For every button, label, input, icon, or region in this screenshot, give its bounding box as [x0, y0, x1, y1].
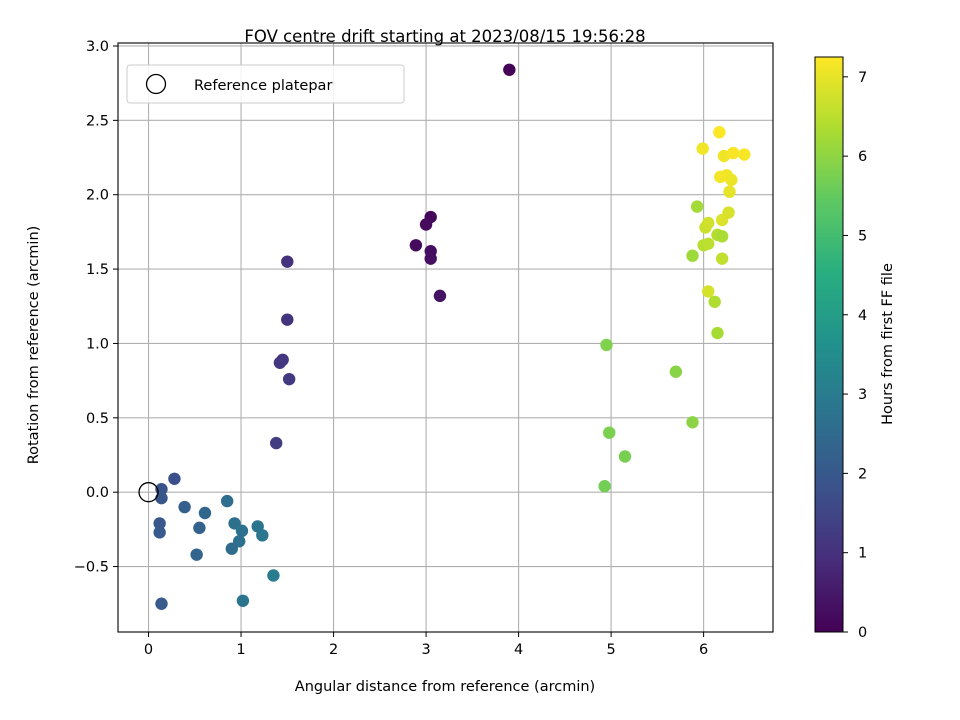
legend: Reference platepar	[126, 64, 405, 104]
colorbar-tick-label: 7	[858, 70, 867, 86]
x-tick-label: 2	[329, 642, 338, 658]
x-axis-label: Angular distance from reference (arcmin)	[295, 679, 595, 695]
colorbar-gradient	[814, 56, 844, 633]
colorbar-tick-label: 1	[858, 546, 867, 562]
gridlines	[118, 43, 773, 632]
y-axis-label: Rotation from reference (arcmin)	[26, 226, 42, 465]
data-point	[686, 249, 699, 262]
data-point	[419, 218, 433, 231]
x-tick-label: 3	[421, 642, 430, 658]
data-point	[424, 252, 437, 265]
data-point	[715, 230, 729, 243]
data-point	[155, 491, 168, 505]
y-tick-label: 2.0	[86, 188, 109, 204]
data-point	[153, 526, 166, 539]
data-point	[722, 206, 735, 219]
legend-label: Reference platepar	[194, 78, 332, 94]
data-point	[713, 126, 726, 139]
data-point	[702, 237, 715, 250]
data-point	[235, 524, 249, 538]
data-point	[198, 506, 212, 520]
data-point	[708, 295, 721, 309]
y-tick-label: 3.0	[86, 39, 109, 55]
x-tick-label: 5	[606, 642, 615, 658]
colorbar-tick-label: 4	[858, 308, 867, 324]
colorbar-tick-label: 5	[858, 228, 867, 244]
reference-platepar-point	[138, 482, 159, 503]
data-point	[168, 472, 181, 486]
data-point	[409, 239, 423, 252]
data-point	[433, 289, 447, 303]
data-point	[714, 170, 727, 184]
data-point	[727, 146, 740, 160]
x-tick-label: 1	[236, 642, 245, 658]
x-tick-label: 4	[514, 642, 523, 658]
data-point	[603, 426, 616, 439]
legend-box	[126, 64, 405, 104]
colorbar-tick-label: 3	[858, 387, 867, 403]
plot-frame	[117, 42, 774, 633]
y-tick-label: 0.5	[86, 411, 109, 427]
data-point	[256, 529, 269, 542]
data-point	[669, 365, 683, 378]
data-point	[190, 548, 203, 561]
colorbar-tick-label: 2	[858, 466, 867, 482]
data-point	[600, 338, 613, 352]
data-point	[686, 416, 699, 429]
colorbar-ticks: 0 1 2 3 4 5 6 7	[843, 70, 867, 641]
data-point	[702, 216, 715, 230]
data-point	[269, 436, 283, 450]
colorbar-label: Hours from first FF file	[880, 263, 896, 425]
data-point	[618, 450, 632, 463]
data-point	[236, 594, 250, 607]
legend-marker-icon	[145, 73, 167, 95]
data-point	[715, 252, 729, 265]
x-axis-ticks: 0 1 2 3 4 5 6	[144, 632, 708, 658]
y-tick-label: 1.5	[86, 262, 109, 278]
data-point	[281, 255, 294, 268]
data-point	[711, 326, 724, 340]
data-point	[738, 148, 751, 161]
data-point	[696, 142, 709, 155]
data-point	[178, 500, 191, 514]
data-point	[193, 521, 206, 535]
data-point	[281, 313, 294, 326]
colorbar-tick-label: 0	[858, 625, 867, 641]
y-tick-label: 1.0	[86, 336, 109, 352]
chart-title: FOV centre drift starting at 2023/08/15 …	[244, 27, 645, 46]
data-point	[153, 517, 166, 530]
y-tick-label: 2.5	[86, 113, 109, 129]
colorbar-tick-label: 6	[858, 149, 867, 165]
reference-marker	[138, 482, 159, 503]
data-point	[723, 185, 736, 198]
data-point	[690, 200, 704, 213]
data-point	[155, 597, 168, 610]
data-point	[702, 285, 715, 298]
data-point	[598, 480, 611, 493]
colorbar: 0 1 2 3 4 5 6 7 Hours from first FF file	[814, 56, 896, 641]
x-tick-label: 6	[699, 642, 708, 658]
data-point	[220, 494, 234, 508]
data-points	[153, 63, 751, 610]
y-tick-label: 0.0	[86, 485, 109, 501]
data-point	[273, 356, 287, 369]
data-point	[267, 569, 280, 582]
data-point	[503, 63, 516, 76]
x-tick-label: 0	[144, 642, 153, 658]
data-point	[282, 372, 296, 386]
data-point	[225, 542, 238, 555]
y-axis-ticks: −0.5 0.0 0.5 1.0 1.5 2.0 2.5 3.0	[74, 39, 118, 576]
y-tick-label: −0.5	[74, 560, 109, 576]
